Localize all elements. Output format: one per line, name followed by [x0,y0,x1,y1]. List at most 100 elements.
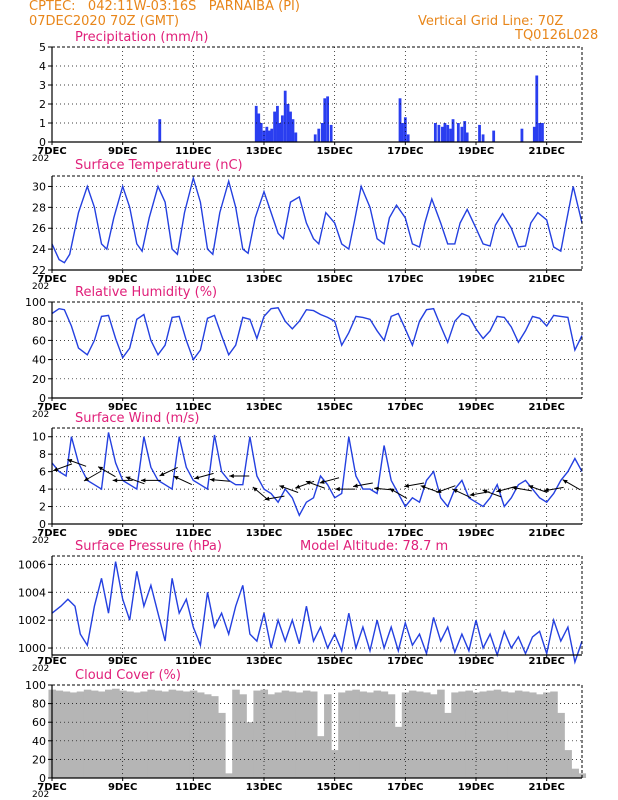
cloud-bar [105,689,113,778]
x-tick-label: 17DEC [387,146,423,157]
x-tick-label: 7DEC [37,656,66,667]
precip-bar [280,115,284,142]
panel-title: Relative Humidity (%) [75,285,217,300]
wind-arrow-head [562,479,568,484]
cloud-bar [126,691,134,778]
precip-bar [535,75,539,142]
y-tick-label: 0 [39,772,46,785]
wind-arrow-head [173,476,179,481]
y-tick-label: 60 [32,334,46,347]
y-tick-label: 0 [39,392,46,405]
panel-1: 0 1 2 3 4 5 7DEC 9DEC 11DEC 13DEC 15DEC 17DEC 19DEC 2… [32,30,583,164]
series-line [51,175,583,264]
cloud-bar [444,712,452,778]
x-tick-label: 17DEC [387,274,423,285]
wind-arrow-head [512,485,517,491]
precip-bar [401,123,404,142]
cloud-bar [394,726,403,778]
precip-bar [520,128,524,142]
cloud-bar [83,689,92,778]
cloud-bar [225,773,233,778]
x-tick-label: 19DEC [458,528,494,539]
precip-bar [320,123,324,142]
precip-bar [463,121,467,142]
wind-arrow-head [335,486,340,492]
precip-bar [317,128,321,142]
wind-arrow-head [140,478,146,483]
x-tick-label: 13DEC [246,402,282,413]
y-tick-label: 1000 [18,642,46,655]
x-tick-label: 11DEC [175,402,211,413]
panel-6: 0 20 40 60 80 100 7DEC 9DEC 11DEC 13DEC 15DEC 17DEC… [25,668,587,800]
wind-arrow-head [305,480,311,485]
precip-bar [326,96,329,142]
precip-bar [481,134,485,142]
x-tick-label: 7DEC [37,146,66,157]
wind-arrow-head [264,496,270,501]
x-tick-label: 11DEC [175,528,211,539]
panel-5: 1000 1002 1004 1006 7DEC 9DEC 11DEC 13DEC 15DEC 1… [18,539,583,674]
precip-bar [460,126,464,142]
header-product-code: TQ0126L028 [515,28,599,43]
y-tick-label: 10 [32,431,46,444]
precip-bar [265,126,269,142]
precip-bar [291,119,295,142]
cloud-bar [168,689,177,778]
panel-title: Precipitation (mm/h) [75,30,208,45]
cloud-bar [55,690,64,778]
cloud-bar [267,694,276,778]
cloud-bar [161,691,170,778]
panel-2: 22 24 26 28 30 7DEC 9DEC 11DEC 13DEC 15DEC 17DEC 19… [32,158,583,292]
series-line [51,307,583,362]
precip-bar [465,132,469,142]
wind-arrow-head [295,484,301,489]
cloud-bar [331,750,339,778]
y-tick-label: 2 [39,501,46,514]
precip-bar [267,130,271,142]
y-tick-label: 20 [32,753,46,766]
x-tick-label: 17DEC [387,656,423,667]
cloud-bar [309,691,318,778]
precip-bar [532,126,536,142]
x-tick-label: 7DEC [37,274,66,285]
cloud-bar [203,694,212,778]
x-tick-label: 15DEC [316,146,352,157]
wind-arrow-head [83,476,89,481]
cloud-bar [140,691,148,778]
precip-bar [541,123,544,142]
cloud-bar [437,689,445,778]
y-tick-label: 40 [32,354,46,367]
cloud-bar [274,692,283,778]
cloud-bar [571,768,579,778]
precip-bar [289,111,292,142]
wind-arrow-head [374,486,379,491]
x-tick-label: 21DEC [528,402,564,413]
cloud-bar [408,690,417,778]
wind-arrow-head [125,476,131,481]
header-grid-note: Vertical Grid Line: 70Z [418,14,564,29]
wind-arrow-head [229,473,234,479]
series-line [51,561,583,665]
precip-bar [313,134,317,142]
precip-bar [262,130,266,142]
cloud-bar [500,691,509,778]
x-tick-label: 11DEC [175,146,211,157]
cloud-bar [529,692,537,778]
model-altitude-label: Model Altitude: 78.7 m [300,539,448,554]
cloud-bar [507,692,516,778]
precip-bar [441,126,444,142]
cloud-bar [196,692,205,778]
cloud-bar [246,722,254,778]
x-tick-label: 9DEC [108,528,137,539]
y-tick-label: 3 [39,79,46,92]
x-tick-label: 21DEC [528,656,564,667]
precip-bar [446,124,450,142]
x-tick-label: 9DEC [108,274,137,285]
x-tick-label: 21DEC [528,274,564,285]
cloud-bar [352,689,360,778]
cloud-bar [154,690,163,778]
cloud-bar [317,736,325,778]
cloud-bar [423,692,431,778]
x-year-label: 202 [32,536,49,546]
y-tick-label: 40 [32,735,46,748]
